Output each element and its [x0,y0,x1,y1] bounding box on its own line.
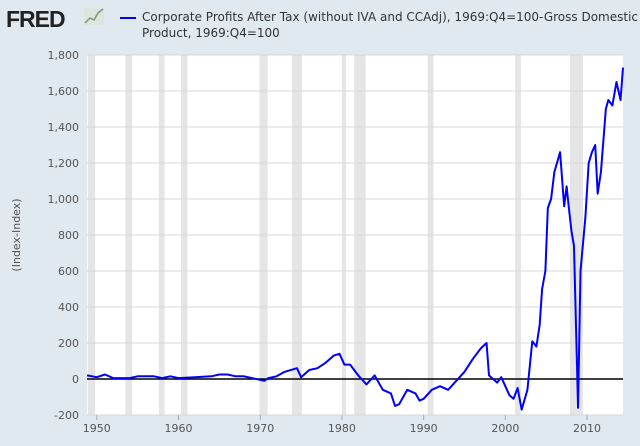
x-tick-label: 1960 [165,422,193,435]
x-tick-label: 1980 [328,422,356,435]
y-tick-label: 1,600 [48,85,80,98]
y-tick-label: -200 [54,409,79,422]
y-tick-label: 800 [58,229,79,242]
y-tick-label: 400 [58,301,79,314]
x-tick-label: 1990 [410,422,438,435]
x-tick-label: 2010 [573,422,601,435]
y-tick-label: 1,000 [48,193,80,206]
x-tick-label: 2000 [491,422,519,435]
x-tick-label: 1970 [246,422,274,435]
logo-graph-icon-line [84,8,104,24]
legend: Corporate Profits After Tax (without IVA… [120,9,640,40]
y-tick-label: 1,800 [48,49,80,62]
legend-label: Corporate Profits After Tax (without IVA… [142,10,638,40]
x-tick-label: 1950 [83,422,111,435]
legend-swatch [120,16,136,19]
fred-logo: FRED [6,6,66,32]
y-axis-label: (Index-Index) [10,198,23,271]
y-tick-label: 200 [58,337,79,350]
y-tick-label: 1,400 [48,121,80,134]
y-tick-label: 1,200 [48,157,80,170]
y-tick-label: 0 [72,373,79,386]
y-tick-label: 600 [58,265,79,278]
series-line [86,67,624,411]
